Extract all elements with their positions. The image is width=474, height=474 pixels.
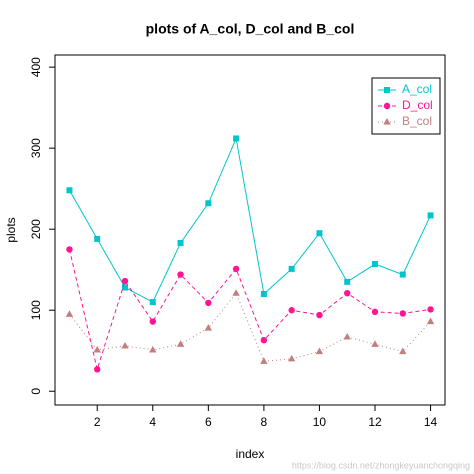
watermark: https://blog.csdn.net/zhongkeyuanchongqi… bbox=[292, 460, 470, 470]
y-tick-label: 400 bbox=[29, 57, 43, 77]
marker bbox=[121, 341, 129, 349]
marker bbox=[260, 357, 268, 364]
marker bbox=[93, 345, 101, 353]
series-line bbox=[69, 136, 432, 303]
marker bbox=[344, 289, 351, 297]
marker bbox=[204, 324, 213, 331]
marker bbox=[122, 284, 128, 291]
x-tick-label: 8 bbox=[261, 415, 268, 429]
x-tick-label: 2 bbox=[94, 415, 101, 429]
legend-marker bbox=[383, 102, 391, 110]
legend-label: A_col bbox=[402, 82, 432, 96]
marker bbox=[65, 310, 74, 317]
y-tick-label: 100 bbox=[29, 300, 43, 320]
marker bbox=[372, 261, 378, 268]
x-tick-label: 14 bbox=[424, 415, 438, 429]
x-axis-label: index bbox=[236, 447, 265, 461]
marker bbox=[205, 200, 212, 207]
marker bbox=[315, 347, 324, 355]
legend-box bbox=[371, 77, 441, 135]
marker bbox=[426, 317, 435, 325]
legend-label: D_col bbox=[402, 98, 433, 112]
marker bbox=[149, 318, 156, 325]
legend-marker bbox=[384, 87, 390, 93]
x-tick-label: 6 bbox=[205, 415, 212, 429]
marker bbox=[121, 277, 129, 285]
marker bbox=[399, 310, 406, 317]
marker bbox=[288, 307, 295, 314]
marker bbox=[176, 340, 185, 347]
y-tick-label: 0 bbox=[29, 388, 43, 395]
marker bbox=[177, 239, 184, 246]
marker bbox=[232, 265, 240, 273]
marker bbox=[316, 311, 323, 319]
marker bbox=[149, 299, 156, 306]
marker bbox=[260, 291, 267, 298]
marker bbox=[316, 230, 323, 237]
x-tick-label: 12 bbox=[368, 415, 382, 429]
marker bbox=[232, 289, 240, 296]
legend-label: B_col bbox=[402, 114, 432, 128]
marker bbox=[233, 135, 240, 142]
marker bbox=[399, 271, 406, 278]
marker bbox=[399, 347, 407, 355]
x-tick-label: 4 bbox=[149, 415, 156, 429]
y-tick-label: 300 bbox=[29, 138, 43, 158]
marker bbox=[66, 246, 73, 253]
y-axis-label: plots bbox=[4, 217, 18, 242]
chart-title: plots of A_col, D_col and B_col bbox=[146, 21, 355, 37]
marker bbox=[343, 332, 351, 340]
marker bbox=[287, 354, 296, 362]
marker bbox=[427, 306, 434, 313]
marker bbox=[205, 299, 212, 307]
x-tick-label: 10 bbox=[313, 415, 327, 429]
plot-frame bbox=[54, 54, 446, 406]
marker bbox=[288, 265, 295, 272]
marker bbox=[94, 235, 101, 242]
y-tick-label: 200 bbox=[29, 219, 43, 239]
marker bbox=[260, 336, 268, 344]
marker bbox=[149, 345, 157, 353]
marker bbox=[177, 271, 184, 278]
series-line bbox=[68, 249, 431, 372]
marker bbox=[344, 278, 351, 285]
marker bbox=[371, 308, 379, 316]
marker bbox=[427, 212, 434, 219]
marker bbox=[371, 340, 379, 347]
marker bbox=[66, 187, 73, 194]
series-line bbox=[69, 292, 431, 362]
marker bbox=[94, 366, 101, 373]
legend-marker bbox=[383, 118, 391, 125]
